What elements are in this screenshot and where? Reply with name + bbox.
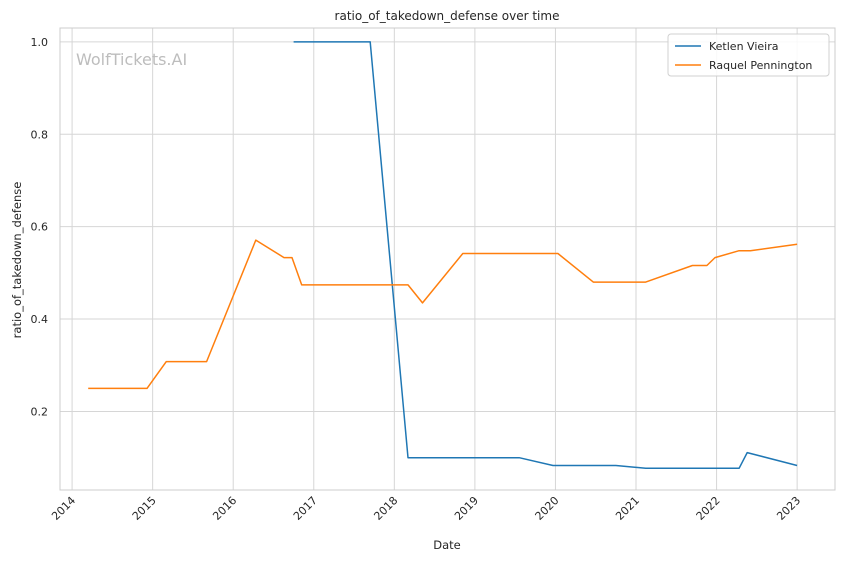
y-tick-label: 1.0 xyxy=(31,36,49,49)
chart-title: ratio_of_takedown_defense over time xyxy=(335,9,560,23)
series-line-0 xyxy=(293,41,798,470)
grid-lines xyxy=(60,28,835,490)
y-axis: 0.2 0.4 0.6 0.8 1.0 xyxy=(31,36,49,419)
watermark: WolfTickets.AI xyxy=(76,50,187,69)
y-tick-label: 0.2 xyxy=(31,405,49,418)
legend: Ketlen Vieira Raquel Pennington xyxy=(667,33,830,77)
legend-label: Ketlen Vieira xyxy=(709,40,778,53)
legend-label: Raquel Pennington xyxy=(709,59,812,72)
y-tick-label: 0.6 xyxy=(31,221,49,234)
plot-area-frame xyxy=(59,27,836,491)
x-axis-label: Date xyxy=(433,538,461,552)
y-axis-label: ratio_of_takedown_defense xyxy=(10,182,24,339)
y-tick-label: 0.8 xyxy=(31,128,49,141)
y-tick-label: 0.4 xyxy=(31,313,49,326)
series-line-1 xyxy=(88,239,798,390)
series-layer xyxy=(88,41,798,470)
legend-box xyxy=(667,33,830,77)
